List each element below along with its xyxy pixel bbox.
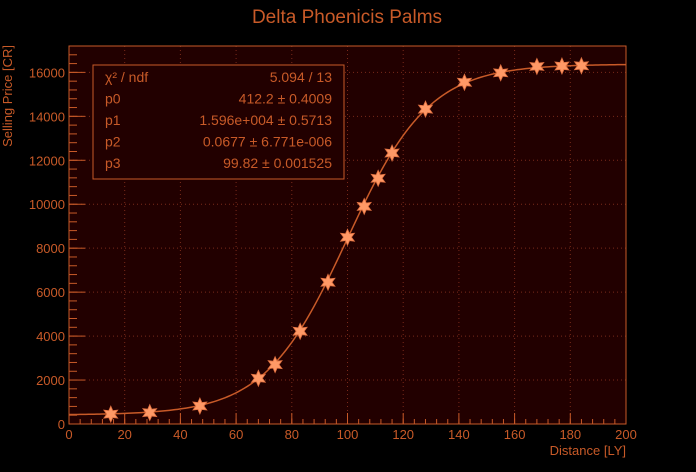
data-point xyxy=(529,57,545,76)
y-tick-label: 16000 xyxy=(29,65,65,80)
data-point xyxy=(141,403,158,422)
x-tick-label: 0 xyxy=(65,427,72,442)
chart-title: Delta Phoenicis Palms xyxy=(252,7,442,28)
y-axis: 0 2000 4000 6000 8000 10000 12000 14000 16000 xyxy=(29,45,85,432)
data-point xyxy=(356,197,372,216)
data-point xyxy=(554,57,570,75)
y-axis-label: Selling Price [CR] xyxy=(0,45,15,147)
stats-label: p2 xyxy=(105,134,121,150)
y-tick-label: 14000 xyxy=(29,109,65,124)
data-point xyxy=(417,100,434,119)
y-tick-label: 12000 xyxy=(29,153,65,168)
data-point xyxy=(339,228,356,247)
data-point xyxy=(292,322,308,341)
data-point xyxy=(370,169,386,188)
y-tick-label: 2000 xyxy=(36,373,65,388)
y-tick-label: 4000 xyxy=(36,329,65,344)
stats-value: 412.2 ± 0.4009 xyxy=(239,91,333,107)
x-tick-label: 180 xyxy=(559,427,581,442)
data-point xyxy=(102,405,119,424)
x-axis: 0 20 40 60 80 100 120 140 160 180 200 xyxy=(65,413,637,442)
stats-value: 99.82 ± 0.001525 xyxy=(223,155,332,171)
x-tick-label: 20 xyxy=(117,427,131,442)
x-tick-label: 140 xyxy=(448,427,470,442)
data-point xyxy=(320,273,336,292)
data-point xyxy=(573,56,590,75)
x-tick-label: 80 xyxy=(285,427,299,442)
stats-label: p3 xyxy=(105,155,121,171)
y-tick-label: 0 xyxy=(58,417,65,432)
x-axis-label: Distance [LY] xyxy=(550,443,626,458)
y-tick-label: 10000 xyxy=(29,197,65,212)
x-tick-label: 100 xyxy=(337,427,359,442)
data-point xyxy=(456,73,473,92)
y-tick-label: 8000 xyxy=(36,241,65,256)
x-tick-label: 40 xyxy=(173,427,187,442)
data-point xyxy=(267,355,283,374)
data-point xyxy=(492,63,509,82)
x-tick-label: 60 xyxy=(229,427,243,442)
stats-label: p1 xyxy=(105,112,121,128)
stats-value: 1.596e+004 ± 0.5713 xyxy=(199,112,332,128)
x-tick-label: 160 xyxy=(504,427,526,442)
stats-value: 5.094 / 13 xyxy=(270,69,332,85)
x-tick-label: 200 xyxy=(615,427,637,442)
data-point xyxy=(250,369,267,388)
data-points xyxy=(102,56,590,424)
data-point xyxy=(192,396,208,415)
stats-value: 0.0677 ± 6.771e-006 xyxy=(203,134,332,150)
y-tick-label: 6000 xyxy=(36,285,65,300)
x-tick-label: 120 xyxy=(392,427,414,442)
stats-box-frame xyxy=(92,64,345,180)
fit-stats-box: χ² / ndf 5.094 / 13 p0 412.2 ± 0.4009 p1 1.59… xyxy=(92,64,345,180)
stats-label: p0 xyxy=(105,91,121,107)
stats-label: χ² / ndf xyxy=(105,69,148,85)
data-point xyxy=(384,144,400,163)
